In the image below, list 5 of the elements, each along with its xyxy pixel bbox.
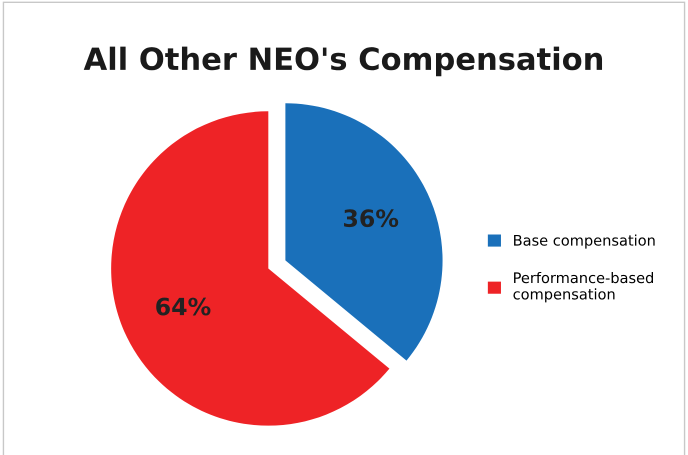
data-label: 36% bbox=[344, 209, 398, 228]
legend-label: Performance-based compensation bbox=[513, 272, 653, 302]
data-label: 64% bbox=[156, 298, 210, 316]
chart-title: All Other NEO's Compensation bbox=[84, 46, 602, 76]
legend-label: Base compensation bbox=[514, 234, 655, 249]
